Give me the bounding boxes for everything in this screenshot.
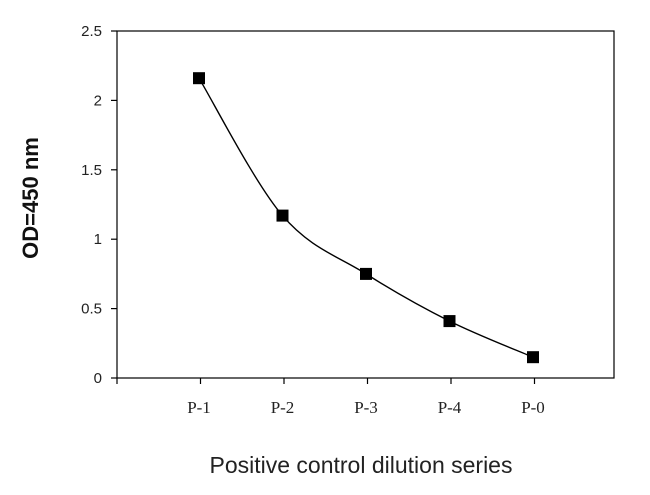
data-point-p-4 — [443, 315, 456, 328]
x-tick-label: P-0 — [521, 398, 545, 417]
x-tick-label: P-1 — [187, 398, 211, 417]
data-point-p-2 — [276, 209, 289, 222]
y-tick-label: 0 — [94, 370, 102, 387]
series-line — [198, 77, 534, 358]
y-tick-label: 1.5 — [81, 162, 102, 179]
data-point-p-3 — [360, 267, 372, 280]
plot-area-frame — [116, 30, 615, 379]
x-axis: P-1 P-2 P-3 P-4 P-0 — [116, 378, 545, 417]
y-axis-label: OD=450 nm — [18, 137, 43, 259]
series-markers — [193, 72, 539, 364]
x-tick-label: P-3 — [354, 398, 378, 417]
y-tick-label: 2.5 — [81, 23, 102, 40]
y-tick-label: 1 — [94, 231, 102, 248]
data-point-p-1 — [193, 72, 205, 85]
y-tick-label: 2 — [94, 92, 102, 109]
y-tick-label: 0.5 — [81, 301, 102, 318]
x-axis-label: Positive control dilution series — [210, 452, 513, 478]
data-point-p-0 — [527, 351, 539, 364]
y-axis: 0 0.5 1 1.5 2 2.5 — [81, 23, 117, 387]
x-tick-label: P-4 — [438, 398, 462, 417]
x-tick-label: P-2 — [271, 398, 295, 417]
